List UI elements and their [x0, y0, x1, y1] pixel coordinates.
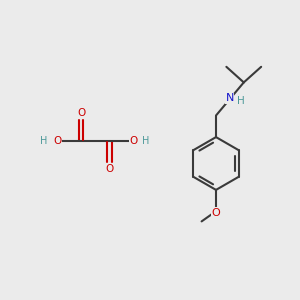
Text: H: H [40, 136, 48, 146]
Text: O: O [129, 136, 138, 146]
Text: H: H [237, 96, 245, 106]
Text: O: O [105, 164, 114, 174]
Text: N: N [225, 93, 234, 103]
Text: O: O [77, 108, 85, 118]
Text: H: H [142, 136, 149, 146]
Text: O: O [53, 136, 61, 146]
Text: O: O [212, 208, 220, 218]
